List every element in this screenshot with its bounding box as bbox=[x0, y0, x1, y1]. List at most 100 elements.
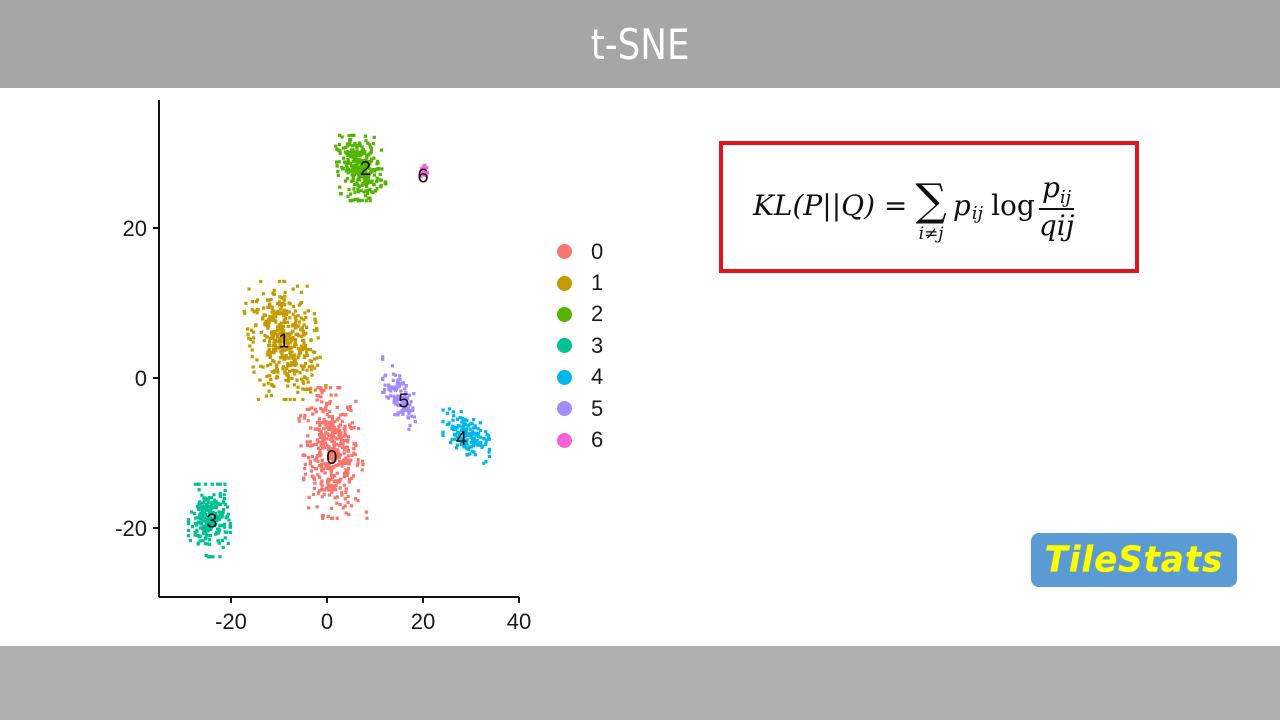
data-point bbox=[383, 374, 387, 378]
data-point bbox=[365, 178, 369, 182]
data-point bbox=[398, 381, 402, 385]
data-point bbox=[472, 444, 476, 448]
data-point bbox=[361, 463, 365, 467]
data-point bbox=[298, 301, 302, 306]
legend-dot-icon bbox=[557, 275, 572, 291]
data-point bbox=[274, 365, 279, 369]
data-point bbox=[324, 465, 328, 469]
data-point bbox=[291, 312, 295, 316]
data-point bbox=[458, 416, 462, 420]
data-point bbox=[212, 516, 216, 520]
term-subscript: ij bbox=[971, 202, 984, 224]
data-point bbox=[209, 555, 213, 559]
data-point bbox=[261, 365, 265, 369]
data-point bbox=[347, 142, 352, 146]
data-point bbox=[203, 526, 207, 530]
data-point bbox=[217, 510, 221, 514]
data-point bbox=[210, 520, 214, 524]
data-point bbox=[349, 458, 353, 462]
data-point bbox=[295, 284, 299, 288]
data-point bbox=[345, 177, 349, 181]
data-point bbox=[422, 169, 426, 173]
data-point bbox=[212, 501, 216, 506]
data-point bbox=[352, 474, 356, 478]
data-point bbox=[325, 420, 329, 424]
data-point bbox=[396, 411, 400, 415]
data-point bbox=[198, 526, 203, 530]
data-point bbox=[295, 369, 299, 373]
data-point bbox=[338, 486, 342, 490]
formula-lhs: KL(P||Q) = bbox=[753, 188, 908, 222]
data-point bbox=[301, 387, 305, 391]
data-point bbox=[340, 135, 344, 139]
data-point bbox=[198, 539, 202, 543]
data-point bbox=[291, 329, 295, 333]
data-point bbox=[341, 442, 345, 446]
data-point bbox=[441, 408, 445, 412]
data-point bbox=[347, 167, 351, 171]
data-point bbox=[272, 360, 276, 364]
data-point bbox=[445, 411, 449, 415]
data-point bbox=[462, 445, 466, 449]
data-point bbox=[296, 385, 300, 389]
data-point bbox=[312, 486, 316, 491]
data-point bbox=[307, 495, 311, 499]
data-point bbox=[204, 521, 209, 525]
data-point bbox=[291, 336, 295, 340]
data-point bbox=[301, 348, 305, 352]
data-point bbox=[382, 390, 386, 394]
data-point bbox=[344, 456, 348, 460]
data-point bbox=[372, 182, 376, 186]
data-point bbox=[204, 517, 208, 521]
data-point bbox=[408, 403, 412, 407]
data-point bbox=[352, 187, 356, 191]
data-point bbox=[338, 185, 342, 189]
data-point bbox=[361, 459, 365, 463]
data-point bbox=[406, 406, 410, 410]
data-point bbox=[272, 330, 277, 334]
data-point bbox=[364, 164, 368, 168]
data-point bbox=[314, 410, 318, 414]
data-point bbox=[299, 351, 303, 355]
data-point bbox=[215, 514, 219, 518]
data-point bbox=[334, 144, 338, 148]
data-point bbox=[270, 382, 274, 386]
data-point bbox=[210, 500, 214, 504]
data-point bbox=[197, 488, 201, 492]
data-point bbox=[276, 345, 280, 350]
data-point bbox=[266, 322, 270, 326]
data-point bbox=[360, 183, 364, 187]
data-point bbox=[318, 448, 322, 452]
data-point bbox=[463, 431, 467, 435]
data-point bbox=[186, 528, 191, 533]
data-point bbox=[318, 475, 322, 479]
data-point bbox=[455, 443, 459, 447]
data-point bbox=[482, 461, 486, 465]
data-point bbox=[421, 165, 425, 169]
data-point bbox=[314, 427, 318, 431]
data-point bbox=[268, 353, 273, 357]
data-point bbox=[332, 443, 336, 447]
data-point bbox=[214, 522, 218, 526]
data-point bbox=[375, 187, 379, 191]
data-point bbox=[365, 191, 370, 196]
data-point bbox=[223, 502, 227, 507]
data-point bbox=[190, 525, 194, 529]
data-point bbox=[396, 378, 400, 382]
data-point bbox=[315, 505, 319, 509]
data-point bbox=[471, 426, 475, 430]
legend-label: 0 bbox=[591, 238, 604, 264]
data-point bbox=[213, 511, 217, 515]
data-point bbox=[340, 462, 344, 466]
data-point bbox=[346, 158, 350, 162]
data-point bbox=[313, 388, 317, 392]
data-point bbox=[341, 506, 345, 510]
data-point bbox=[186, 518, 191, 522]
data-point bbox=[324, 406, 328, 410]
data-point bbox=[363, 177, 367, 181]
data-point bbox=[393, 413, 397, 417]
x-tick-label: 20 bbox=[411, 609, 435, 634]
data-point bbox=[470, 449, 474, 453]
data-point bbox=[226, 505, 230, 509]
data-point bbox=[307, 456, 311, 460]
